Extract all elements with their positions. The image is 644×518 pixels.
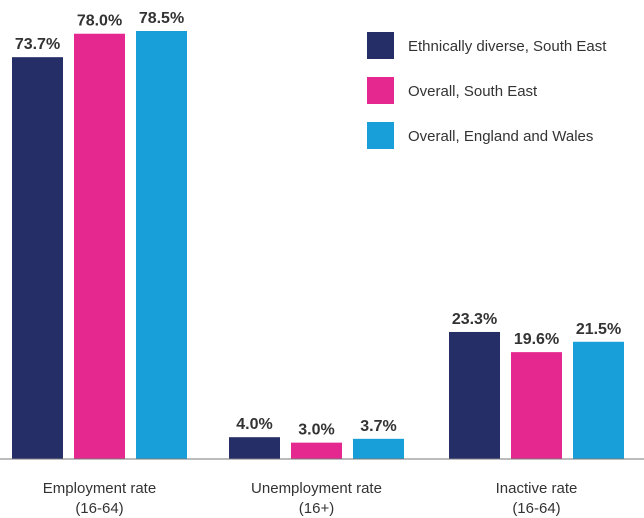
bars-group (12, 31, 624, 460)
category-label-2-line-2: (16+) (299, 500, 334, 517)
data-label-2-2: 3.0% (298, 422, 334, 439)
bar-labels-group: 73.7% 4.0% 23.3% 78.0% 3.0% 19.6% 78.5% 3.7% 21.… (15, 10, 621, 439)
bar-2-1 (229, 437, 280, 459)
legend-label-3: Overall, England and Wales (408, 128, 593, 145)
data-label-3-1: 23.3% (452, 311, 497, 328)
category-label-2-line-1: Unemployment rate (251, 480, 382, 497)
data-label-3-2: 19.6% (514, 331, 559, 348)
category-label-3-line-1: Inactive rate (496, 480, 578, 497)
legend-label-1: Ethnically diverse, South East (408, 38, 607, 55)
data-label-1-1: 73.7% (15, 36, 60, 53)
bar-2-2 (291, 442, 342, 459)
legend-swatch-1 (367, 32, 394, 59)
data-label-1-2: 78.0% (77, 13, 122, 30)
bar-1-3 (136, 31, 187, 459)
data-label-1-3: 78.5% (139, 10, 184, 27)
legend-swatch-3 (367, 122, 394, 149)
legend-label-2: Overall, South East (408, 83, 538, 100)
bar-2-3 (353, 438, 404, 459)
data-label-2-1: 4.0% (236, 416, 272, 433)
category-label-1-line-2: (16-64) (75, 500, 123, 517)
category-label-1-line-1: Employment rate (43, 480, 156, 497)
bar-3-2 (511, 352, 562, 459)
bar-3-3 (573, 341, 624, 459)
data-label-2-3: 3.7% (360, 418, 396, 435)
bar-1-1 (12, 57, 63, 459)
bar-3-1 (449, 331, 500, 459)
legend: Ethnically diverse, South East Overall, S… (367, 32, 607, 149)
data-label-3-3: 21.5% (576, 321, 621, 338)
legend-swatch-2 (367, 77, 394, 104)
category-label-3-line-2: (16-64) (512, 500, 560, 517)
category-labels-group: Employment rate (16-64) Unemployment rate (… (43, 480, 578, 517)
bar-1-2 (74, 33, 125, 460)
